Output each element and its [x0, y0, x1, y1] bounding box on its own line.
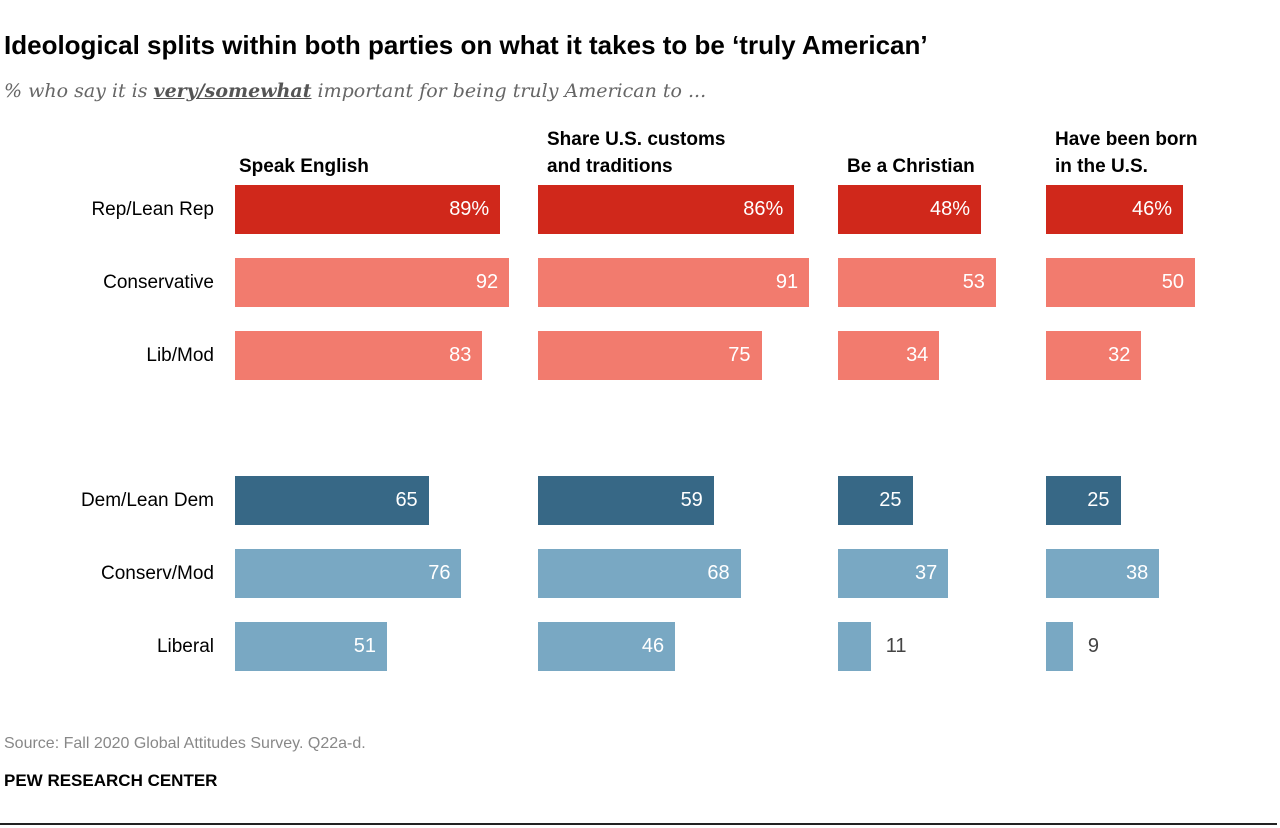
row-label: Rep/Lean Rep [91, 199, 214, 220]
bar [1046, 549, 1160, 598]
data-label: 76 [428, 562, 451, 584]
chart-title: Ideological splits within both parties o… [4, 30, 928, 60]
data-label: 89% [449, 198, 490, 220]
data-label: 91 [775, 271, 799, 293]
row-label: Conserv/Mod [101, 563, 214, 584]
row-label: Dem/Lean Dem [80, 490, 214, 511]
data-label: 9 [1087, 635, 1099, 657]
subtitle-emphasis: very/somewhat [153, 80, 312, 102]
panel-header: Have been born in the U.S. [1055, 129, 1198, 177]
data-label: 53 [962, 271, 985, 293]
row-label: Liberal [156, 636, 214, 657]
bar [1046, 476, 1121, 525]
data-label: 38 [1125, 562, 1149, 584]
bar [1046, 331, 1142, 380]
bar [538, 549, 741, 598]
data-label: 46% [1132, 198, 1173, 220]
bar [235, 549, 462, 598]
bar [235, 622, 387, 671]
panel-header: Speak English [239, 156, 369, 177]
bar [1046, 622, 1073, 671]
bar [838, 258, 996, 307]
subtitle-suffix: important for being truly American to ..… [311, 80, 707, 102]
bar [1046, 258, 1195, 307]
data-label: 83 [449, 344, 472, 366]
data-label: 37 [915, 562, 938, 584]
bar [235, 185, 501, 234]
bar [538, 331, 762, 380]
bar [838, 476, 913, 525]
data-label: 11 [885, 635, 907, 657]
data-label: 50 [1161, 271, 1184, 293]
data-label: 75 [728, 344, 751, 366]
bar [538, 258, 810, 307]
data-label: 25 [1087, 489, 1110, 511]
data-label: 92 [475, 271, 499, 293]
data-label: 25 [879, 489, 902, 511]
bar [838, 549, 949, 598]
bar [838, 622, 871, 671]
subtitle-prefix: % who say it is [4, 80, 154, 102]
data-label: 51 [353, 635, 376, 657]
chart-subtitle: % who say it is very/somewhat important … [4, 80, 706, 102]
panel-header: Share U.S. customs and traditions [547, 129, 726, 177]
brand-logo-text: PEW RESEARCH CENTER [4, 771, 218, 790]
bar [1046, 185, 1184, 234]
bar [235, 331, 483, 380]
bar [838, 185, 982, 234]
source-note: Source: Fall 2020 Global Attitudes Surve… [4, 735, 366, 752]
bar [838, 331, 940, 380]
panel-header: Be a Christian [847, 156, 975, 177]
bar [538, 622, 676, 671]
data-label: 48% [930, 198, 971, 220]
row-label: Conservative [103, 272, 214, 293]
data-label: 46 [641, 635, 665, 657]
row-label: Lib/Mod [146, 345, 214, 366]
data-label: 65 [395, 489, 418, 511]
data-label: 86% [743, 198, 784, 220]
bottom-rule [0, 823, 1277, 825]
bar [538, 185, 795, 234]
data-label: 32 [1108, 344, 1131, 366]
data-label: 59 [680, 489, 703, 511]
bar [235, 258, 510, 307]
bar [538, 476, 714, 525]
bar [235, 476, 429, 525]
data-label: 68 [707, 562, 730, 584]
data-label: 34 [906, 344, 929, 366]
